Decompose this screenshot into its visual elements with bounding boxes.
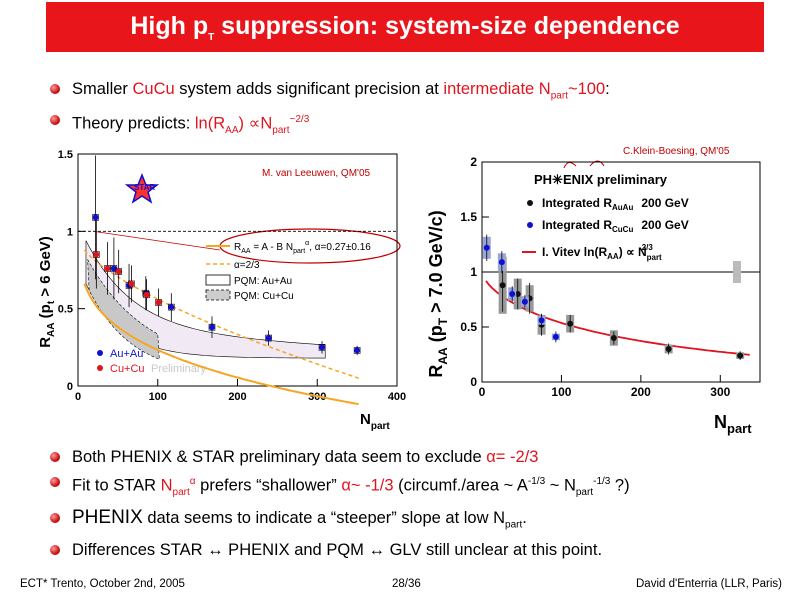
- footer-right: David d'Enterria (LLR, Paris): [636, 578, 782, 590]
- phenix-point-cucu: [498, 259, 505, 266]
- phenix-legend-auau: Integrated RAuAu 200 GeV: [542, 196, 689, 212]
- star-legend-alt: α=2/3: [234, 260, 260, 271]
- phenix-ytick-label: 2: [470, 155, 477, 169]
- bullet-dot: [50, 512, 60, 523]
- star-ytick-label: 0: [67, 381, 73, 393]
- star-chart: M. van Leeuwen, QM'05 STAR RAA (pt > 6 G…: [37, 149, 406, 432]
- star-credit: M. van Leeuwen, QM'05: [262, 168, 371, 179]
- bullet-dot: [50, 477, 60, 487]
- star-ytick-label: 1: [67, 226, 73, 238]
- bullet-differences: Differences STAR ↔ PHENIX and PQM ↔ GLV …: [46, 539, 796, 561]
- title-bar: High pT suppression: system-size depende…: [46, 2, 764, 52]
- star-point-auau: [92, 214, 99, 221]
- star-xlabel: Npart: [360, 411, 390, 432]
- bullet-exclude: Both PHENIX & STAR preliminary data seem…: [46, 446, 796, 468]
- star-legend: RAA = A - B Npartα, α=0.27±0.16 α=2/3 PQ…: [97, 228, 401, 375]
- slide-title: High pT suppression: system-size depende…: [130, 11, 680, 43]
- bottom-bullets: Both PHENIX & STAR preliminary data seem…: [46, 446, 796, 564]
- phenix-point-auau: [737, 352, 744, 359]
- phenix-xtick-label: 300: [710, 385, 730, 399]
- bullet-dot: [50, 84, 60, 94]
- star-xtick-label: 400: [388, 391, 406, 403]
- star-point-cucu: [115, 268, 122, 275]
- phenix-ylabel: RAA (pT > 7.0 GeV/c): [426, 210, 450, 377]
- phenix-xtick-label: 0: [479, 385, 486, 399]
- phenix-legend: PH✳ENIX preliminary Integrated RAuAu 200 …: [522, 160, 689, 262]
- star-fit-pointer: [93, 230, 221, 251]
- star-xtick-label: 0: [75, 391, 81, 403]
- star-ytick-label: 0.5: [58, 304, 73, 316]
- footer-left: ECT* Trento, October 2nd, 2005: [20, 578, 185, 590]
- phenix-point-auau: [665, 346, 672, 352]
- phenix-ytick-label: 1.5: [460, 210, 477, 224]
- phenix-point-cucu: [552, 333, 559, 340]
- bullet-cucu-precision: Smaller CuCu system adds significant pre…: [46, 78, 786, 107]
- star-point-cucu: [155, 299, 162, 306]
- star-ytick-label: 1.5: [58, 149, 73, 161]
- star-xtick-label: 100: [149, 391, 167, 403]
- star-legend-prelim: Preliminary: [151, 363, 207, 375]
- star-point-cucu: [143, 291, 150, 298]
- star-point-cucu: [104, 265, 111, 272]
- bullet-fit-star: Fit to STAR Npartα prefers “shallower” α…: [46, 471, 796, 504]
- footer-page-number: 28/36: [392, 578, 421, 590]
- phenix-xtick-label: 100: [551, 385, 571, 399]
- star-fit-curve: [83, 283, 359, 406]
- phenix-logo: PH✳ENIX preliminary: [534, 172, 668, 187]
- phenix-point-auau: [514, 291, 521, 297]
- star-legend-auau: Au+Au: [110, 348, 143, 360]
- phenix-point-cucu: [509, 291, 516, 297]
- phenix-xlabel: Npart: [714, 412, 752, 436]
- phenix-point-auau: [567, 320, 574, 327]
- bullet-dot: [50, 545, 60, 556]
- phenix-legend-cucu: Integrated RCuCu 200 GeV: [542, 218, 689, 234]
- phenix-point-auau: [610, 335, 617, 341]
- phenix-point-cucu: [538, 317, 545, 324]
- bullet-theory: Theory predicts: ln(RAA) ∝Npart−2/3: [46, 109, 786, 142]
- phenix-legend-vitev: I. Vitev ln(RAA) ∝ Npart2/3: [542, 243, 662, 262]
- top-bullets: Smaller CuCu system adds significant pre…: [46, 78, 786, 144]
- star-ylabel: RAA (pt > 6 GeV): [37, 236, 57, 348]
- star-legend-pqm-cucu: PQM: Cu+Cu: [234, 291, 294, 302]
- star-point-auau: [319, 344, 326, 351]
- star-point-cucu: [128, 280, 135, 287]
- phenix-ytick-label: 0.5: [460, 320, 477, 334]
- star-point-auau: [354, 347, 361, 354]
- phenix-point-auau: [499, 282, 506, 289]
- bullet-phenix-steeper: PHENIX data seems to indicate a “steeper…: [46, 507, 796, 536]
- star-legend-fit: RAA = A - B Npartα, α=0.27±0.16: [234, 240, 371, 255]
- star-pqm-cucu-band: [87, 259, 160, 360]
- phenix-point-cucu: [521, 298, 528, 305]
- star-logo: STAR: [124, 172, 160, 204]
- star-point-auau: [265, 335, 272, 342]
- phenix-xtick-label: 200: [631, 385, 651, 399]
- phenix-chart: C.Klein-Boesing, QM'05 RAA (pT > 7.0 GeV…: [426, 146, 761, 436]
- star-xtick-label: 200: [228, 391, 246, 403]
- star-logo-text: STAR: [134, 183, 155, 192]
- phenix-point-cucu: [483, 244, 490, 251]
- phenix-ytick-label: 0: [470, 375, 477, 389]
- bullet-dot: [50, 115, 60, 126]
- star-point-cucu: [93, 251, 100, 258]
- phenix-ytick-label: 1: [470, 265, 477, 279]
- star-point-auau: [168, 304, 175, 311]
- bullet-dot: [50, 452, 60, 462]
- star-legend-pqm-auau: PQM: Au+Au: [234, 276, 292, 287]
- star-legend-cucu: Cu+Cu: [110, 363, 145, 375]
- star-point-auau: [208, 324, 215, 331]
- phenix-credit: C.Klein-Boesing, QM'05: [623, 146, 730, 157]
- phenix-plot-area: 0 100 200 300 0 0.5 1 1.5 2: [460, 155, 761, 399]
- phenix-norm-box: [732, 261, 741, 283]
